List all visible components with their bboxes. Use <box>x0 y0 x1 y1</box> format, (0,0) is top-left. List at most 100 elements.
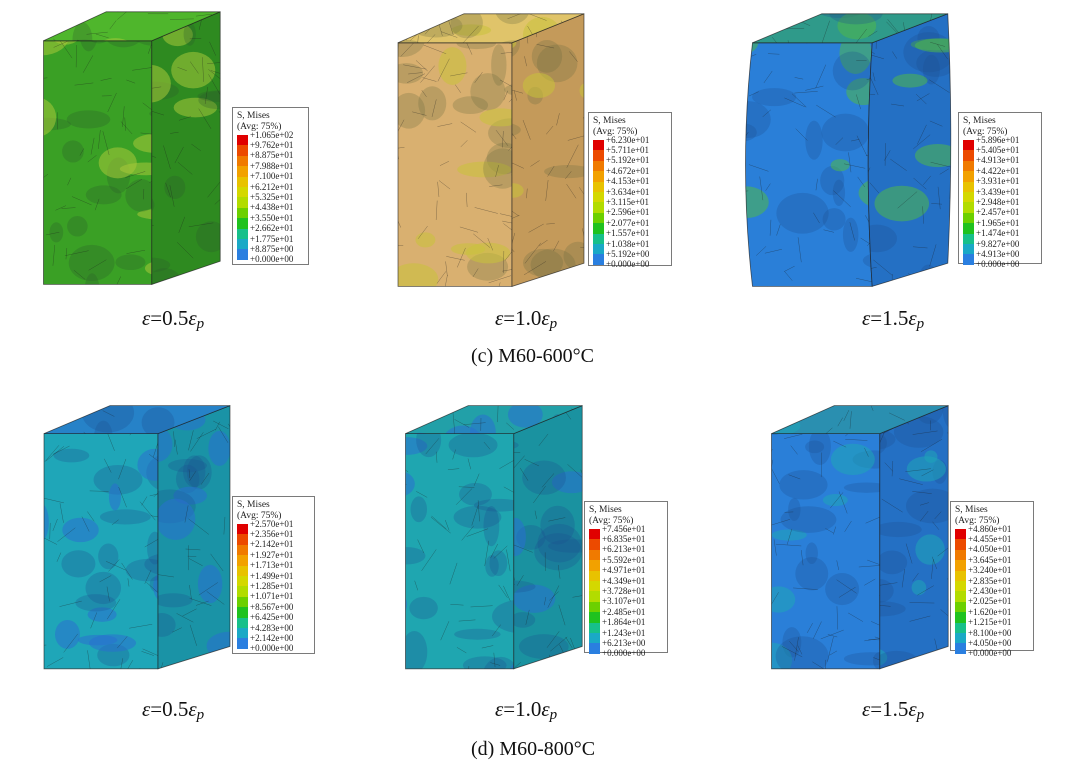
legend-entry: +2.948e+01 <box>963 197 1037 213</box>
legend-entry: +8.875e+00 <box>237 244 304 260</box>
legend-value: +2.948e+01 <box>976 197 1020 208</box>
legend-d-3: S, Mises (Avg: 75%) +4.860e+01 +4.455e+01… <box>950 501 1034 658</box>
legend-swatch <box>237 197 248 208</box>
legend-swatch <box>955 622 966 633</box>
legend-swatch <box>955 580 966 592</box>
legend-value: +8.567e+00 <box>250 601 294 612</box>
legend-entry: +3.550e+01 <box>237 213 304 229</box>
legend-swatch <box>589 570 600 581</box>
legend-entry: +8.567e+00 <box>237 602 310 618</box>
legend-swatch <box>963 223 974 234</box>
legend-entry: +4.455e+01 <box>955 534 1029 550</box>
legend-entry: +4.860e+01 <box>955 524 1029 540</box>
legend-value: +1.038e+01 <box>606 238 650 249</box>
legend-subtitle: (Avg: 75%) <box>237 511 282 521</box>
legend-value: +2.662e+01 <box>250 223 294 234</box>
legend-value: +6.425e+00 <box>250 612 294 623</box>
legend-swatch <box>237 135 248 146</box>
legend-value: +4.438e+01 <box>250 202 294 213</box>
legend-swatch <box>589 643 600 654</box>
legend-entry: +1.965e+01 <box>963 218 1037 234</box>
legend-entry: +6.425e+00 <box>237 612 310 628</box>
legend-entry: +6.230e+01 <box>593 135 667 151</box>
legend-entry: +4.283e+00 <box>237 623 310 639</box>
legend-swatch <box>963 160 974 172</box>
legend-entry: +1.038e+01 <box>593 239 667 255</box>
legend-value: +5.711e+01 <box>606 145 650 156</box>
legend-swatch <box>955 529 966 540</box>
legend-swatch <box>593 233 604 244</box>
legend-swatch <box>593 243 604 255</box>
legend-entry: +8.875e+01 <box>237 150 304 167</box>
legend-entry: +4.050e+01 <box>955 544 1029 561</box>
legend-value: +1.620e+01 <box>968 606 1012 617</box>
legend-value: +1.065e+02 <box>250 129 294 140</box>
legend-value: +4.860e+01 <box>968 523 1012 534</box>
legend-title: S, Mises <box>593 116 626 126</box>
legend-swatch <box>963 181 974 192</box>
legend-subtitle: (Avg: 75%) <box>963 127 1008 137</box>
legend-swatch <box>963 212 974 224</box>
legend-entry: +3.931e+01 <box>963 176 1037 192</box>
legend-value: +2.356e+01 <box>250 529 294 540</box>
legend-value: +1.215e+01 <box>968 617 1012 628</box>
fe-mesh-cube-c-1 <box>43 11 221 285</box>
legend-entry: +3.107e+01 <box>589 596 663 613</box>
legend-entry: +2.142e+00 <box>237 633 310 649</box>
caption-d-2: ε=1.0εp <box>495 697 558 723</box>
legend-entry: +0.000e+00 <box>955 648 1029 664</box>
legend-entry: +0.000e+00 <box>593 259 667 275</box>
legend-value: +3.728e+01 <box>602 586 646 597</box>
legend-swatch <box>237 586 248 597</box>
legend-entry: +1.071e+01 <box>237 591 310 608</box>
legend-d-2: S, Mises (Avg: 75%) +7.456e+01 +6.835e+01… <box>584 501 668 658</box>
legend-value: +5.325e+01 <box>250 192 294 203</box>
legend-entry: +2.430e+01 <box>955 586 1029 602</box>
legend-swatch <box>237 207 248 219</box>
legend-value: +3.634e+01 <box>606 186 650 197</box>
legend-entry: +1.927e+01 <box>237 550 310 566</box>
legend-entry: +1.285e+01 <box>237 581 310 597</box>
legend-swatch <box>589 580 600 592</box>
legend-swatch <box>237 617 248 628</box>
legend-value: +2.142e+00 <box>250 633 294 643</box>
legend-value: +2.077e+01 <box>606 217 650 228</box>
legend-rows: +5.896e+01 +5.405e+01 +4.913e+01 +4.422e+01… <box>963 135 1037 275</box>
legend-title: S, Mises <box>237 111 270 121</box>
legend-swatch <box>593 191 604 203</box>
legend-entry: +5.592e+01 <box>589 555 663 571</box>
legend-title: S, Mises <box>589 505 622 515</box>
legend-entry: +1.775e+01 <box>237 234 304 250</box>
legend-entry: +3.645e+01 <box>955 555 1029 571</box>
legend-swatch <box>237 649 248 659</box>
legend-entry: +7.988e+01 <box>237 161 304 177</box>
legend-entry: +6.213e+01 <box>589 544 663 561</box>
legend-entry: +3.240e+01 <box>955 565 1029 581</box>
legend-entry: +6.212e+01 <box>237 182 304 198</box>
legend-entry: +2.596e+01 <box>593 207 667 224</box>
legend-value: +6.835e+01 <box>602 534 646 545</box>
legend-entry: +1.557e+01 <box>593 228 667 244</box>
legend-entry: +2.485e+01 <box>589 607 663 623</box>
legend-entry: +4.349e+01 <box>589 576 663 592</box>
legend-rows: +7.456e+01 +6.835e+01 +6.213e+01 +5.592e+01… <box>589 524 663 664</box>
legend-swatch <box>237 176 248 187</box>
legend-value: +1.927e+01 <box>250 549 294 560</box>
legend-value: +0.000e+00 <box>606 259 650 270</box>
legend-swatch <box>237 228 248 239</box>
legend-swatch <box>955 560 966 571</box>
legend-value: +5.896e+01 <box>976 134 1020 145</box>
legend-swatch <box>593 254 604 265</box>
legend-swatch <box>963 265 974 275</box>
legend-value: +4.971e+01 <box>602 565 646 576</box>
legend-swatch <box>593 202 604 213</box>
legend-entry: +2.142e+01 <box>237 539 310 556</box>
legend-value: +6.212e+01 <box>250 181 294 192</box>
legend-rows: +2.570e+01 +2.356e+01 +2.142e+01 +1.927e+01… <box>237 519 310 659</box>
legend-swatch <box>955 654 966 664</box>
legend-swatch <box>955 612 966 623</box>
legend-value: +0.000e+00 <box>250 254 294 265</box>
legend-swatch <box>955 632 966 644</box>
legend-entry: +8.100e+00 <box>955 628 1029 644</box>
legend-value: +3.645e+01 <box>968 554 1012 565</box>
